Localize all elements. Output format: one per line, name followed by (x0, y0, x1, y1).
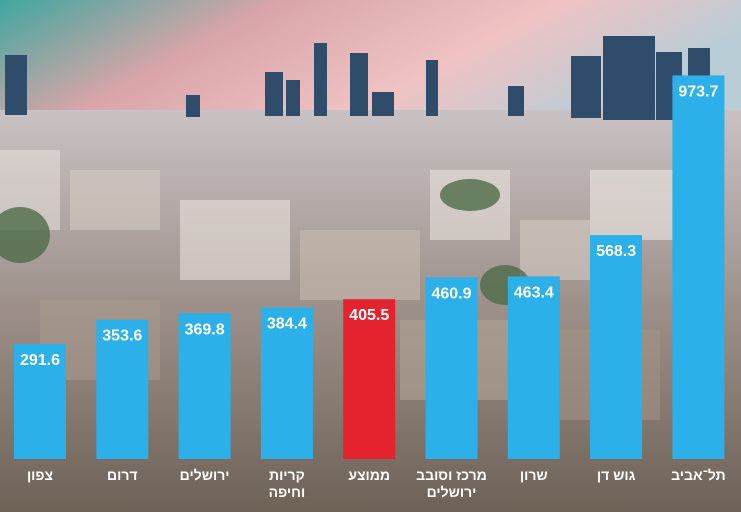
bar-0 (14, 344, 66, 459)
category-label-6: שרון (520, 467, 548, 483)
value-label-1: 353.6 (102, 328, 142, 345)
value-label-7: 568.3 (596, 243, 636, 260)
trees (0, 179, 530, 305)
category-label-7: גוש דן (597, 467, 636, 483)
category-label-line: ממוצע (348, 467, 390, 483)
category-label-8: תל־אביב (671, 467, 726, 483)
bars-layer (14, 75, 725, 460)
bar-2 (178, 313, 231, 459)
category-label-5: מרכז וסובב ירושלים (416, 467, 487, 500)
bar-5 (425, 277, 478, 459)
value-label-3: 384.4 (267, 316, 307, 333)
category-label-line: ירושלים (180, 467, 230, 483)
value-label-5: 460.9 (431, 285, 471, 302)
category-label-line: מרכז וסובב (416, 467, 487, 483)
bar-6 (507, 276, 560, 459)
category-label-3: קריות וחיפה (269, 467, 306, 500)
value-label-4: 405.5 (349, 307, 389, 324)
category-label-line: וחיפה (269, 484, 306, 500)
skyline-towers (5, 36, 710, 120)
value-label-6: 463.4 (514, 284, 554, 301)
bar-7 (590, 235, 643, 459)
category-label-0: צפון (27, 467, 53, 483)
bar-8 (672, 75, 725, 460)
category-label-1: דרום (107, 467, 138, 483)
category-label-line: צפון (27, 467, 53, 483)
category-label-line: קריות (269, 467, 305, 483)
category-label-2: ירושלים (180, 467, 230, 483)
category-label-4: ממוצע (348, 467, 390, 483)
category-label-line: דרום (107, 467, 138, 483)
bar-4 (343, 299, 396, 459)
category-label-line: ירושלים (427, 484, 477, 500)
category-labels-layer: צפון דרום ירושלים קריות וחיפה ממוצע מרכז וסובב… (27, 467, 726, 500)
bar-1 (96, 319, 149, 459)
value-label-0: 291.6 (20, 352, 60, 369)
value-labels-layer: 291.6 353.6 369.8 384.4 405.5 460.9 463.4 568.3… (20, 83, 719, 369)
category-label-line: תל־אביב (671, 467, 726, 483)
category-label-line: גוש דן (597, 467, 636, 483)
bar-3 (260, 307, 313, 459)
value-label-2: 369.8 (185, 321, 225, 338)
value-label-8: 973.7 (678, 83, 718, 100)
category-label-line: שרון (520, 467, 548, 483)
